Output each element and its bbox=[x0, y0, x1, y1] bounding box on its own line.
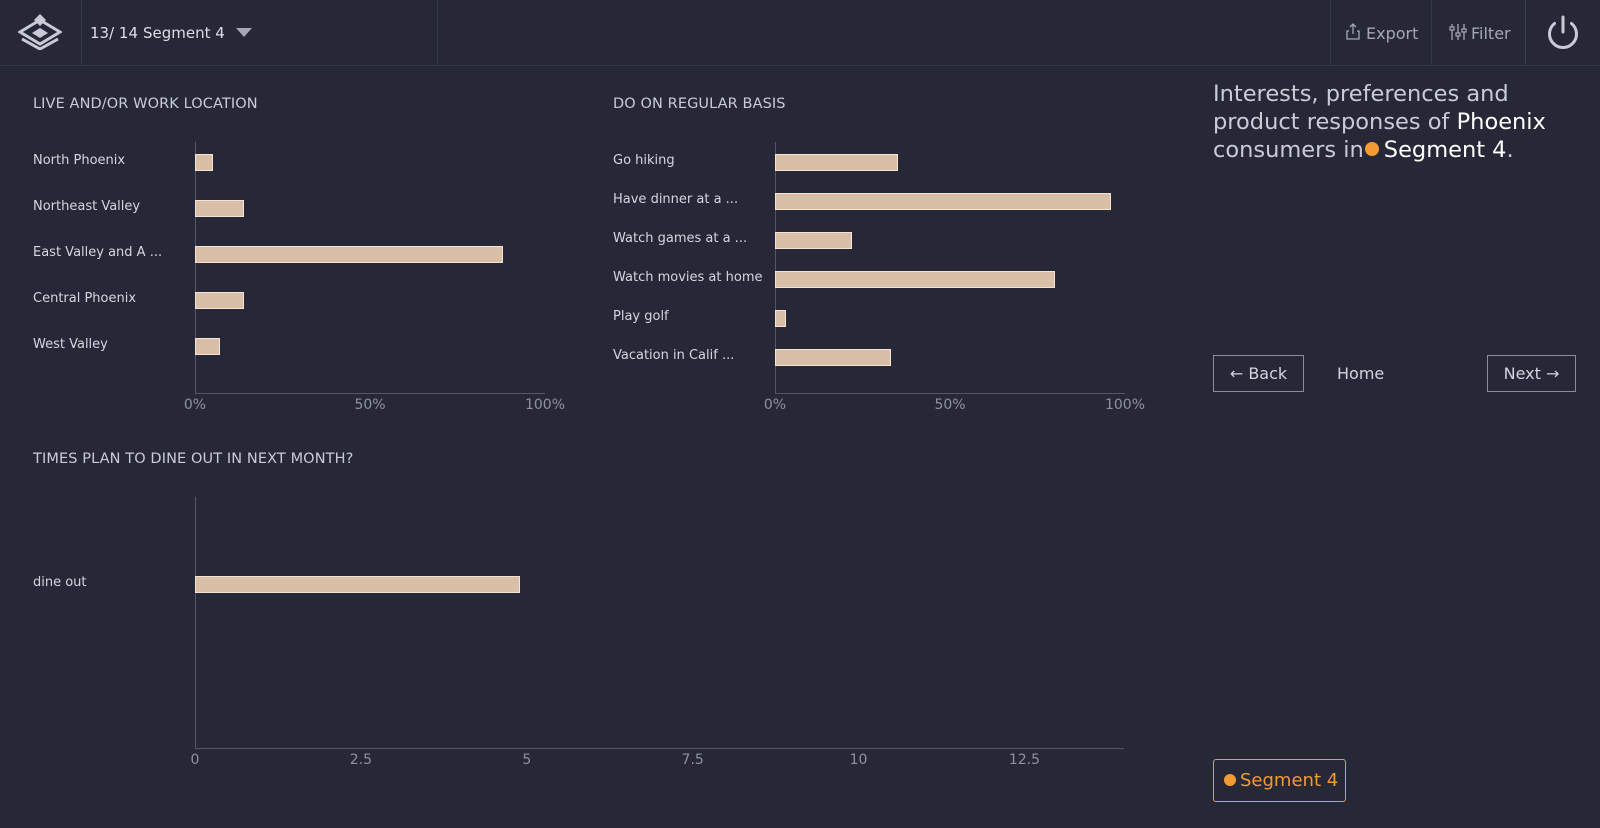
category-label: West Valley bbox=[33, 337, 108, 352]
intro-suffix: . bbox=[1506, 137, 1514, 163]
data-bar[interactable] bbox=[775, 271, 1055, 288]
chart-title: DO ON REGULAR BASIS bbox=[613, 96, 786, 112]
x-tick-label: 7.5 bbox=[681, 752, 704, 768]
export-button[interactable]: Export bbox=[1330, 0, 1432, 65]
power-icon bbox=[1548, 15, 1578, 49]
x-tick-label: 100% bbox=[1104, 397, 1146, 413]
intro-middle: consumers in bbox=[1213, 137, 1364, 163]
y-axis-line bbox=[195, 497, 196, 748]
top-bar: 13/ 14 Segment 4 Export Filter bbox=[0, 0, 1600, 66]
back-button[interactable]: ← Back bbox=[1213, 355, 1304, 392]
chevron-down-icon bbox=[236, 28, 252, 37]
category-label: Play golf bbox=[613, 309, 669, 324]
segment-dot-icon bbox=[1224, 774, 1236, 786]
category-label: Watch movies at home bbox=[613, 270, 763, 285]
legend-label: Segment 4 bbox=[1240, 770, 1339, 791]
category-label: Vacation in Calif ... bbox=[613, 348, 735, 363]
home-link[interactable]: Home bbox=[1337, 364, 1385, 383]
app-logo[interactable] bbox=[0, 0, 82, 65]
export-label: Export bbox=[1366, 24, 1419, 43]
category-label: Watch games at a ... bbox=[613, 231, 748, 246]
category-label: Go hiking bbox=[613, 153, 675, 168]
filter-label: Filter bbox=[1471, 24, 1511, 43]
x-tick-label: 50% bbox=[354, 397, 386, 413]
chart-regular-basis: DO ON REGULAR BASIS Go hiking Have dinner… bbox=[613, 96, 1153, 426]
category-label: East Valley and A ... bbox=[33, 245, 163, 260]
x-tick-label: 0% bbox=[183, 397, 207, 413]
segment-name: Segment 4 bbox=[143, 24, 225, 42]
data-bar[interactable] bbox=[195, 200, 244, 217]
category-label: Have dinner at a ... bbox=[613, 192, 739, 207]
y-axis-line bbox=[775, 142, 776, 393]
data-bar[interactable] bbox=[775, 193, 1111, 210]
chart-title: LIVE AND/OR WORK LOCATION bbox=[33, 96, 258, 112]
segment-dot-icon bbox=[1364, 141, 1379, 156]
page-count: 13/ 14 bbox=[90, 24, 138, 42]
share-icon bbox=[1346, 23, 1360, 40]
intro-segment: Segment 4 bbox=[1383, 137, 1507, 163]
logo-icon bbox=[18, 14, 62, 50]
x-axis-line bbox=[775, 393, 1125, 394]
x-tick-label: 12.5 bbox=[1008, 752, 1041, 768]
segment-selector[interactable]: 13/ 14 Segment 4 bbox=[82, 0, 438, 65]
data-bar[interactable] bbox=[195, 576, 521, 593]
chart-title: TIMES PLAN TO DINE OUT IN NEXT MONTH? bbox=[33, 451, 354, 467]
segment-legend-badge[interactable]: Segment 4 bbox=[1213, 759, 1346, 802]
x-tick-label: 0% bbox=[763, 397, 787, 413]
chart-dine-out: TIMES PLAN TO DINE OUT IN NEXT MONTH? di… bbox=[33, 451, 1153, 781]
y-axis-line bbox=[195, 142, 196, 393]
intro-prefix: Interests, preferences and product respo… bbox=[1213, 81, 1509, 135]
next-button[interactable]: Next → bbox=[1487, 355, 1576, 392]
x-tick-label: 5 bbox=[522, 752, 532, 768]
category-label: dine out bbox=[33, 575, 87, 590]
data-bar[interactable] bbox=[195, 338, 220, 355]
sliders-icon bbox=[1449, 24, 1467, 40]
filter-button[interactable]: Filter bbox=[1431, 0, 1526, 65]
intro-city: Phoenix bbox=[1456, 109, 1546, 135]
data-bar[interactable] bbox=[195, 292, 244, 309]
intro-text: Interests, preferences and product respo… bbox=[1213, 80, 1593, 164]
x-tick-label: 10 bbox=[849, 752, 868, 768]
data-bar[interactable] bbox=[775, 232, 852, 249]
data-bar[interactable] bbox=[775, 349, 891, 366]
data-bar[interactable] bbox=[775, 154, 898, 171]
data-bar[interactable] bbox=[775, 310, 786, 327]
category-label: North Phoenix bbox=[33, 153, 126, 168]
x-tick-label: 100% bbox=[524, 397, 566, 413]
power-button[interactable] bbox=[1525, 0, 1600, 65]
data-bar[interactable] bbox=[195, 154, 213, 171]
x-tick-label: 0 bbox=[190, 752, 200, 768]
x-axis-line bbox=[195, 393, 545, 394]
x-tick-label: 2.5 bbox=[349, 752, 373, 768]
category-label: Central Phoenix bbox=[33, 291, 137, 306]
x-tick-label: 50% bbox=[934, 397, 966, 413]
data-bar[interactable] bbox=[195, 246, 503, 263]
category-label: Northeast Valley bbox=[33, 199, 141, 214]
x-axis-line bbox=[195, 748, 1124, 749]
chart-live-work-location: LIVE AND/OR WORK LOCATION North Phoenix N… bbox=[33, 96, 573, 426]
